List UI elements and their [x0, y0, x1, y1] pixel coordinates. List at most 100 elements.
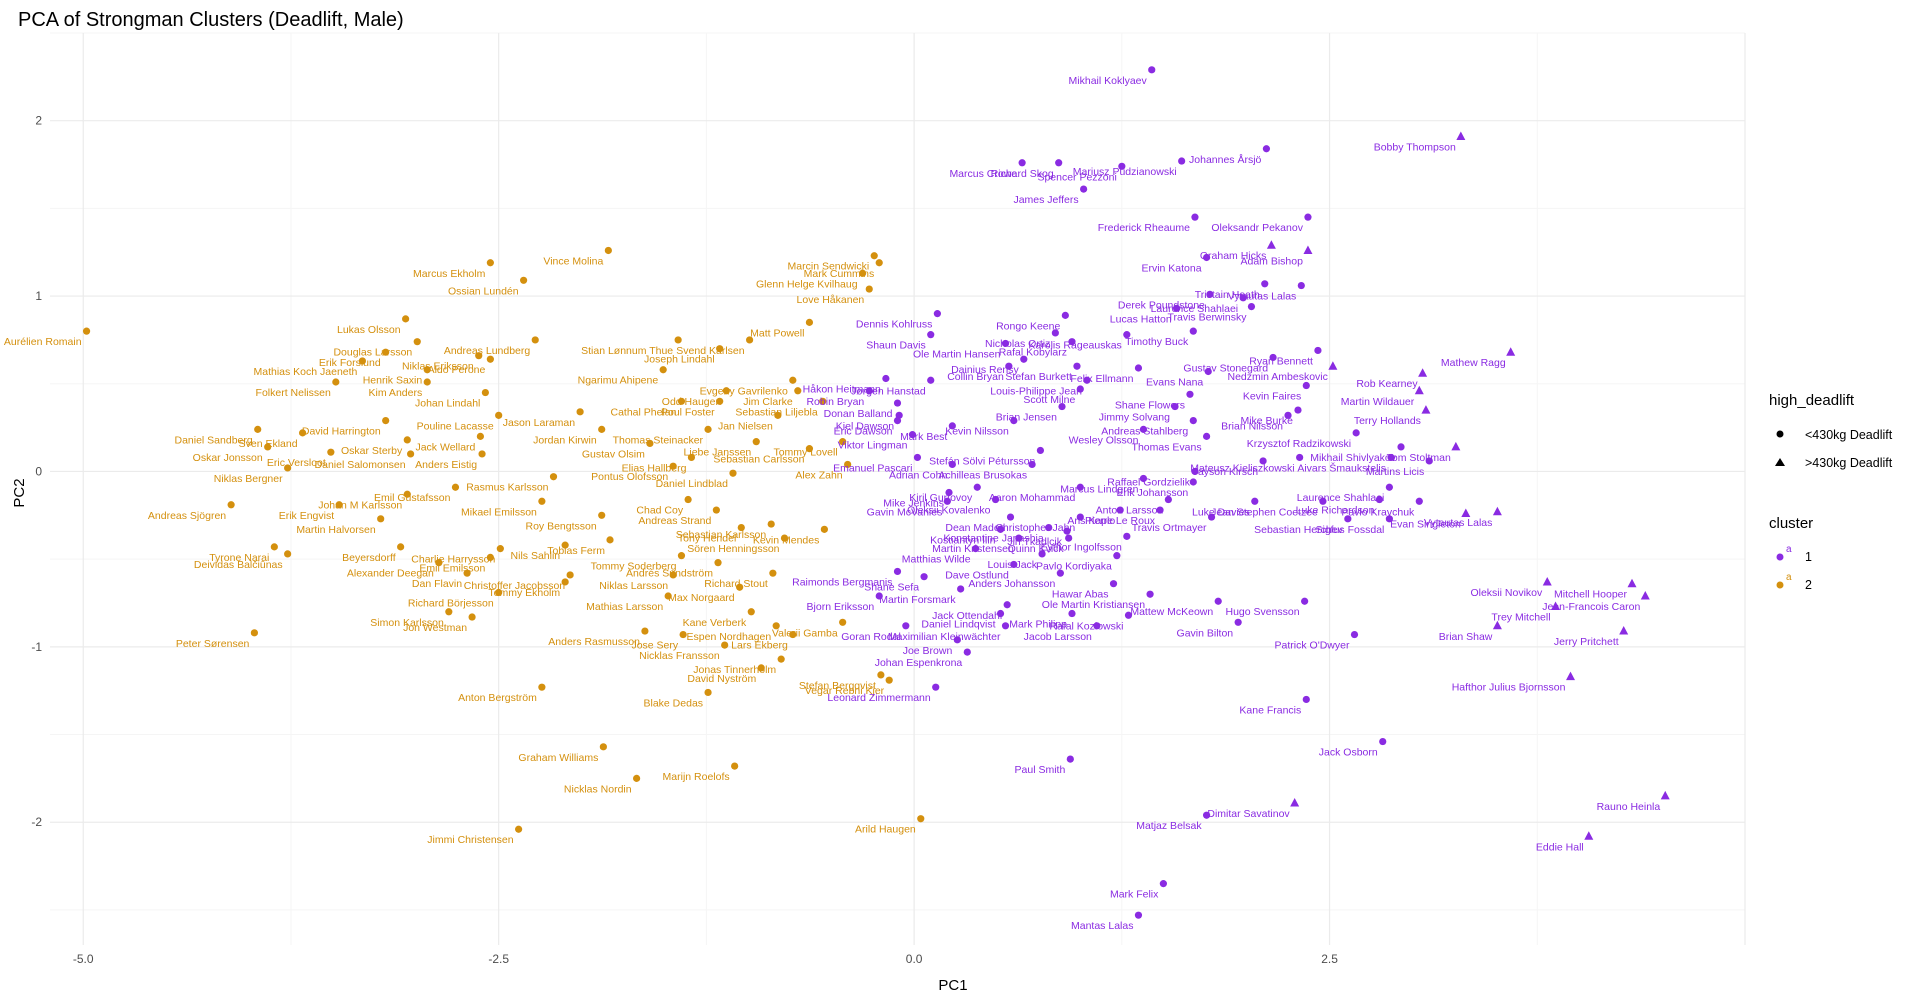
point-label: Trey Mitchell — [1491, 612, 1550, 624]
data-point — [819, 397, 827, 405]
point-label: Tommy Soderberg — [591, 561, 677, 573]
data-point — [1191, 213, 1199, 221]
point-label: Joseph Lindahl — [644, 354, 715, 366]
data-point — [1379, 737, 1387, 746]
point-label: Rauno Heinla — [1597, 801, 1661, 813]
data-point — [996, 525, 1005, 533]
point-label: Raffael Gordzielik — [1107, 476, 1190, 488]
point-label: Hugo Svensson — [1225, 606, 1299, 618]
data-point — [757, 664, 765, 672]
data-point — [1083, 376, 1091, 384]
data-point — [633, 774, 641, 782]
point-label: Oleksii Novikov — [1470, 587, 1543, 599]
data-point-triangle — [1328, 361, 1338, 370]
data-point-triangle — [1303, 245, 1313, 254]
data-point — [1066, 755, 1074, 763]
data-point-triangle — [1290, 797, 1300, 807]
point-label: Anders Rasmusson — [548, 636, 640, 648]
point-label: Jørgen Hanstad — [851, 385, 926, 397]
point-label: Mathias Larsson — [586, 601, 663, 613]
point-label: Stefán Sölvi Pétursson — [929, 455, 1035, 467]
point-label: Marcin Sendwicki — [788, 261, 870, 273]
point-label: Odd Haugen — [662, 396, 722, 408]
data-point — [463, 569, 471, 577]
point-label: Brian Jensen — [996, 412, 1057, 424]
data-point — [1076, 513, 1084, 521]
point-label: Hawar Abas — [1052, 589, 1109, 601]
point-label: Gavin Bilton — [1177, 627, 1234, 639]
data-point — [1204, 367, 1212, 376]
data-point — [1261, 280, 1269, 288]
data-point — [772, 622, 780, 630]
data-point — [445, 608, 453, 616]
legend-triangle-glyph — [1775, 458, 1785, 466]
y-axis-title: PC2 — [11, 478, 28, 507]
point-label: Oleksii Kovalenko — [907, 505, 991, 517]
data-point — [882, 374, 890, 383]
point-label: Anton Larsson — [1096, 505, 1164, 517]
data-point — [377, 515, 385, 523]
data-point — [875, 259, 883, 267]
data-point — [893, 399, 902, 407]
data-point — [789, 376, 797, 384]
point-label: Johan Lindahl — [415, 398, 480, 410]
data-point — [1425, 457, 1433, 465]
data-point — [1301, 597, 1309, 605]
data-point — [721, 641, 729, 649]
point-label: Dennis Kohlruss — [856, 319, 932, 331]
data-point — [972, 545, 980, 553]
point-label: Thomas Evans — [1132, 441, 1202, 453]
data-point — [1262, 145, 1271, 153]
data-point — [722, 387, 730, 395]
point-label: Cathal Phelan — [611, 406, 677, 418]
point-label: Sören Henningsson — [687, 543, 779, 555]
data-point — [737, 523, 745, 532]
data-point — [1076, 483, 1084, 491]
data-point — [1375, 495, 1384, 504]
data-point — [1397, 443, 1405, 451]
point-label: Nicklas Fransson — [639, 650, 720, 662]
data-point — [423, 378, 431, 386]
point-label: Marijn Roelofs — [663, 771, 730, 783]
point-label: Collin Bryan — [947, 371, 1004, 383]
point-label: Douglas Larsson — [333, 347, 412, 359]
data-point-triangle — [1266, 240, 1276, 249]
data-point — [1123, 532, 1131, 540]
data-point — [839, 438, 847, 446]
point-label: Nicklas Nordin — [564, 783, 632, 795]
point-label: Jiri Tkadlcik — [1007, 536, 1062, 548]
data-point — [413, 338, 421, 346]
data-point-triangle — [1660, 790, 1670, 800]
point-label: Kane Francis — [1239, 704, 1301, 716]
legend-shape-entry-circle: <430kg Deadlift — [1805, 428, 1893, 442]
data-point — [1164, 495, 1172, 504]
point-label: David Harrington — [302, 426, 381, 438]
point-label: Dean Maden — [945, 522, 1005, 534]
y-tick-label: 0 — [35, 464, 42, 478]
point-label: Anders Johansson — [968, 578, 1055, 590]
x-tick-label: -5.0 — [73, 952, 94, 966]
point-label: Jimmi Christensen — [427, 834, 514, 846]
point-label: Richard Börjesson — [408, 597, 494, 609]
data-point — [1344, 515, 1352, 523]
data-point — [1294, 406, 1302, 414]
point-label: Mikhail Shivlyakov — [1310, 452, 1397, 464]
point-label: Marcus Ekholm — [413, 268, 486, 280]
point-label: Jordan Kirwin — [533, 434, 597, 446]
data-point — [1010, 417, 1018, 425]
data-point — [1319, 497, 1327, 505]
grid — [50, 32, 1746, 945]
point-label: Jason Laraman — [503, 417, 576, 429]
x-tick-label: 2.5 — [1321, 952, 1338, 966]
point-label: Emil Gustafsson — [374, 492, 451, 504]
point-label: Martins Licis — [1366, 466, 1424, 478]
point-label: Jean Stephen Coetzee — [1211, 506, 1318, 518]
point-label: Eythor Ingolfsson — [1041, 541, 1122, 553]
point-label: Timothy Buck — [1125, 336, 1189, 348]
point-label: Oleksandr Pekanov — [1211, 222, 1303, 234]
data-point — [1269, 353, 1277, 362]
point-label: Jan Nielsen — [718, 420, 773, 432]
point-label: Pavlo Kordiyaka — [1036, 561, 1112, 573]
data-point — [844, 460, 852, 469]
